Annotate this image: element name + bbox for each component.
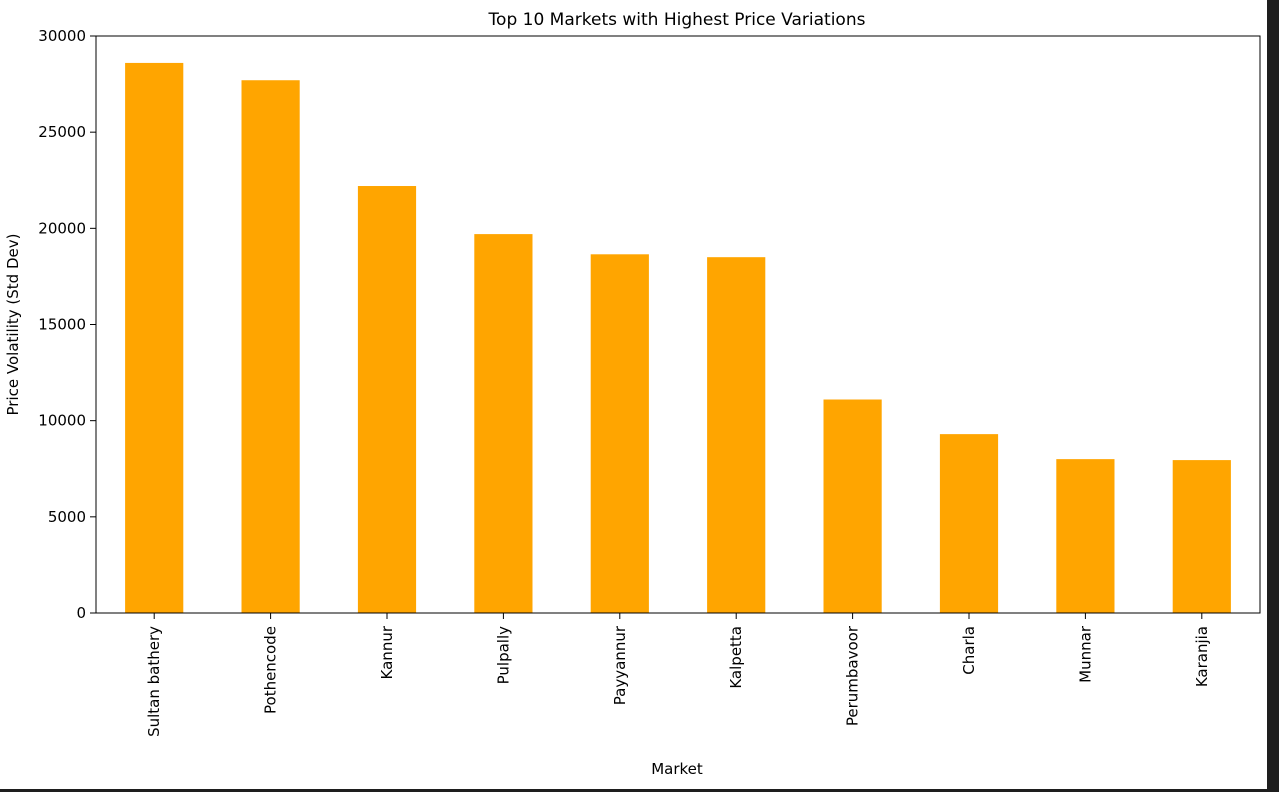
x-tick-label: Pothencode	[262, 626, 280, 714]
x-tick-label: Munnar	[1076, 625, 1094, 683]
y-tick-label: 0	[76, 604, 86, 622]
y-tick-label: 30000	[38, 27, 86, 45]
x-tick-label: Pulpally	[494, 626, 512, 685]
x-tick-label: Perumbavoor	[844, 625, 862, 726]
window-edge-bottom	[0, 789, 1279, 792]
bar	[357, 186, 417, 613]
y-tick-label: 10000	[38, 412, 86, 430]
plot-frame	[95, 35, 1261, 614]
bar	[125, 62, 184, 614]
y-tick-label: 20000	[38, 219, 86, 237]
window-edge-right	[1267, 0, 1279, 792]
y-axis: 0 5000 10000 15000 20000 25000 30000	[38, 27, 96, 622]
bar	[823, 399, 882, 613]
bar	[474, 234, 533, 613]
bar	[241, 80, 300, 613]
y-tick-label: 5000	[48, 508, 86, 526]
x-tick-label: Payyannur	[611, 625, 629, 705]
bar	[707, 257, 766, 613]
x-tick-label: Karanjia	[1193, 626, 1211, 687]
bar	[1172, 460, 1231, 613]
bar	[1056, 459, 1115, 613]
chart-title: Top 10 Markets with Highest Price Variat…	[488, 10, 866, 30]
x-tick-label: Kalpetta	[727, 626, 745, 689]
x-axis: Sultan bathery Pothencode Kannur Pulpally Pa…	[145, 613, 1211, 737]
x-tick-label: Kannur	[378, 625, 396, 679]
y-tick-label: 15000	[38, 316, 86, 334]
y-tick-label: 25000	[38, 123, 86, 141]
y-axis-label: Price Volatility (Std Dev)	[4, 234, 22, 416]
bar	[590, 254, 649, 613]
x-axis-label: Market	[651, 760, 703, 778]
x-tick-label: Charla	[960, 626, 978, 675]
x-tick-label: Sultan bathery	[145, 626, 163, 737]
bars	[125, 62, 1231, 614]
bar	[939, 434, 999, 613]
